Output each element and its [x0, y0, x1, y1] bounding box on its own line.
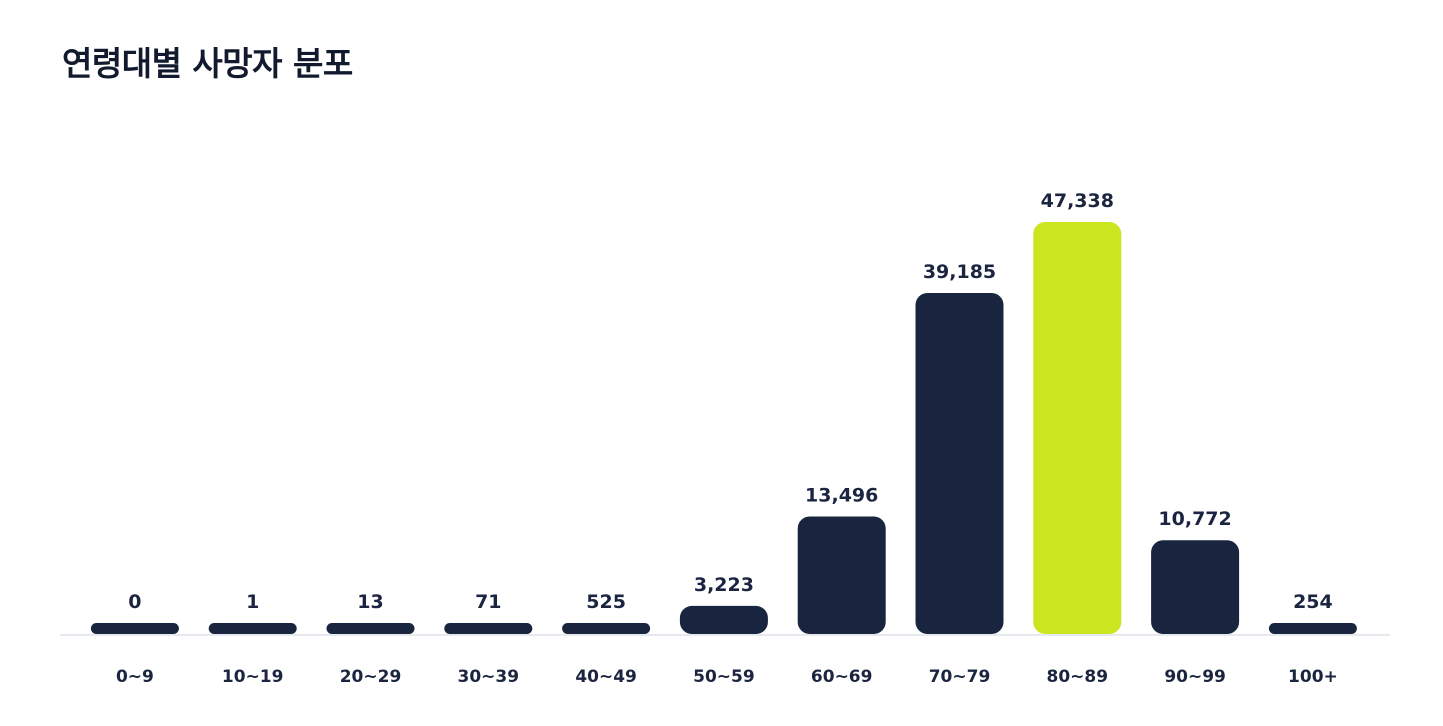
x-tick-label: 20~29	[340, 667, 402, 687]
x-tick-label: 0~9	[116, 667, 154, 687]
bar-100+	[1268, 623, 1357, 634]
bar-50~59	[679, 605, 768, 634]
x-tick-label: 90~99	[1164, 667, 1226, 687]
x-tick-label: 100+	[1288, 667, 1338, 687]
x-tick-label: 50~59	[693, 667, 755, 687]
x-tick-label: 30~39	[458, 667, 520, 687]
bars-layer	[90, 222, 1357, 634]
bar-value-label: 0	[128, 591, 141, 613]
bar-10~19	[208, 623, 297, 634]
bar-40~49	[562, 623, 651, 634]
x-tick-label: 10~19	[222, 667, 284, 687]
bar-value-label: 47,338	[1041, 190, 1114, 212]
bar-90~99	[1151, 540, 1240, 634]
bar-0~9	[90, 623, 179, 634]
x-tick-label: 60~69	[811, 667, 873, 687]
bar-value-label: 13,496	[805, 485, 878, 507]
bar-value-label: 13	[357, 591, 383, 613]
bar-value-label: 10,772	[1158, 508, 1231, 530]
bar-value-label: 39,185	[923, 261, 996, 283]
page-title: 연령대별 사망자 분포	[62, 44, 353, 83]
bar-30~39	[444, 623, 533, 634]
x-tick-label: 70~79	[929, 667, 991, 687]
bar-60~69	[797, 516, 886, 634]
bar-value-label: 254	[1293, 591, 1333, 613]
bar-value-label: 3,223	[694, 574, 754, 596]
bar-20~29	[326, 623, 415, 634]
x-tick-label: 40~49	[575, 667, 637, 687]
bar-70~79	[915, 293, 1004, 634]
bar-value-label: 525	[586, 591, 626, 613]
value-labels-layer: 0 1 13 71 525 3,223 13,496 39,185 47,338 10,772 25…	[128, 190, 1332, 613]
bar-80~89	[1033, 222, 1122, 634]
bar-value-label: 71	[475, 591, 501, 613]
x-tick-labels-layer: 0~9 10~19 20~29 30~39 40~49 50~59 60~69 70~79 80…	[116, 667, 1338, 687]
bar-value-label: 1	[246, 591, 259, 613]
x-tick-label: 80~89	[1047, 667, 1109, 687]
